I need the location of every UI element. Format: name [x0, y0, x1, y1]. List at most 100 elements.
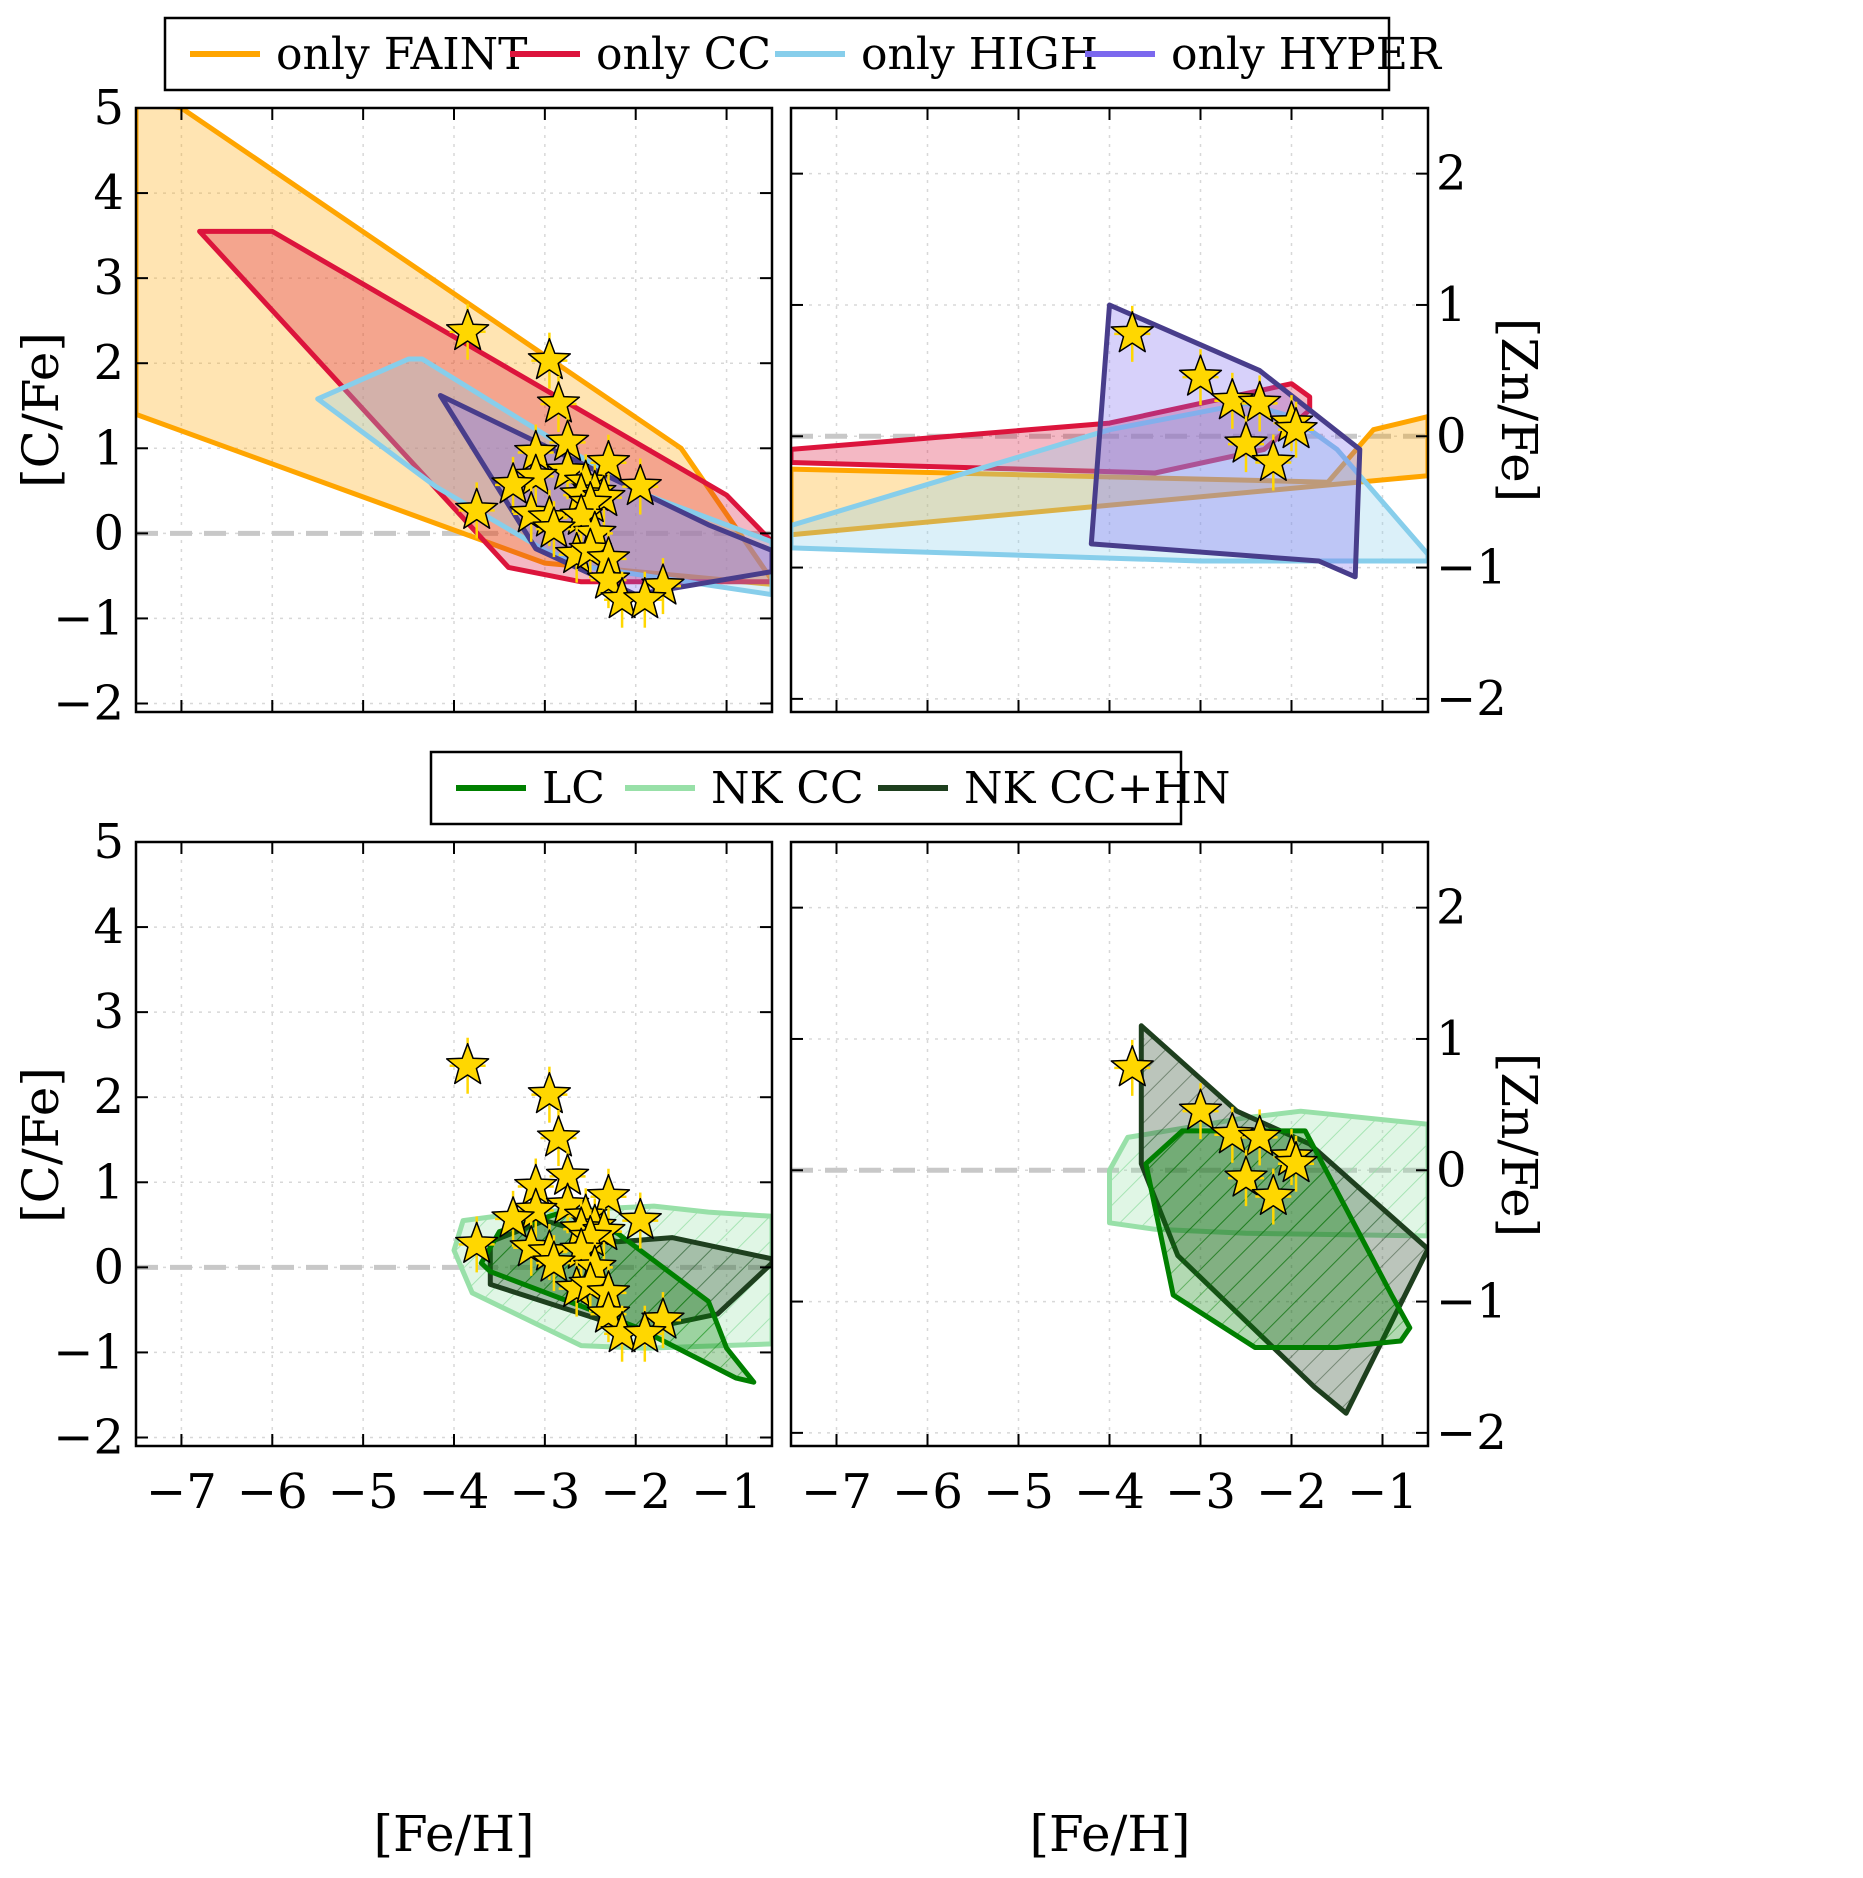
grid	[791, 842, 1428, 1446]
y-tick-label: 0	[1436, 408, 1467, 464]
legend-box	[429, 750, 1183, 826]
y-tick-label: 5	[93, 80, 124, 136]
plot-area	[136, 1037, 772, 1385]
star-point-24	[586, 557, 631, 599]
region-high-outline	[791, 400, 1428, 564]
y-tick-label: 0	[1436, 1142, 1467, 1198]
panel-top-right: 2 1 0 −1 −2	[789, 106, 1507, 727]
star-point-27	[623, 1310, 667, 1353]
star-point-5	[1274, 1140, 1318, 1183]
y-tick-label: 1	[1436, 1011, 1467, 1067]
region-hyper-fill	[1091, 305, 1360, 577]
y-tick-label: 3	[93, 984, 124, 1040]
x-tick-label: −7	[801, 1464, 872, 1520]
y-tick-label: 4	[93, 165, 124, 221]
star-point-6	[1224, 1155, 1268, 1197]
plot-area	[791, 302, 1428, 580]
star-point-6	[1224, 421, 1268, 463]
y-tick-label: 2	[1436, 880, 1467, 936]
x-tick-label: −3	[509, 1464, 580, 1520]
legend-label-lc: LC	[542, 763, 605, 814]
x-tick-label: −3	[1165, 1464, 1236, 1520]
y-tick-label: −1	[53, 590, 124, 646]
y-tick-label: 1	[93, 1154, 124, 1210]
star-point-3	[1237, 380, 1282, 422]
region-faint-fill	[791, 416, 1428, 535]
region-cc-outline	[791, 381, 1313, 476]
x-axis-label: [Fe/H]	[1029, 1805, 1190, 1863]
legend-label-nkcc: NK CC	[711, 763, 864, 814]
star-point-27	[623, 576, 667, 619]
star-point-0	[1110, 1045, 1154, 1087]
star-point-5	[1274, 406, 1318, 449]
x-tick-label: −5	[328, 1464, 399, 1520]
star-point-7	[1251, 439, 1295, 482]
star-point-2	[1210, 378, 1255, 420]
y-tick-label: 3	[93, 250, 124, 306]
x-axis-label: [Fe/H]	[373, 1805, 534, 1863]
region-high-fill	[791, 403, 1428, 561]
star-point-1	[527, 337, 572, 380]
panel-top-left: 5 4 3 2 1 0 −1 −2	[53, 80, 774, 731]
star-point-2	[536, 381, 581, 423]
data-stars	[1110, 305, 1318, 491]
y-tick-label: 1	[93, 420, 124, 476]
star-point-1	[1178, 354, 1223, 396]
region-hyper-outline	[437, 393, 772, 598]
y-tick-label: −2	[1436, 671, 1507, 727]
star-point-1	[527, 1071, 572, 1114]
grid	[791, 108, 1428, 712]
axis-labels: [Fe/H] [Fe/H] [C/Fe] [C/Fe] [Zn/Fe] [Zn/Fe]	[12, 318, 1548, 1863]
y-tick-label: −2	[53, 1409, 124, 1465]
grid	[136, 107, 772, 712]
legend-label-high: only HIGH	[861, 29, 1098, 80]
y-tick-label: 2	[1436, 146, 1467, 202]
star-point-15	[455, 487, 499, 529]
x-tick-label: −2	[600, 1464, 671, 1520]
region-cc-fill	[199, 231, 772, 582]
data-stars	[1110, 1039, 1318, 1225]
star-point-24	[586, 1291, 631, 1333]
star-point-0	[445, 308, 490, 351]
y-tick-label: 2	[93, 335, 124, 391]
x-tick-label: −6	[892, 1464, 963, 1520]
star-point-2	[1210, 1112, 1255, 1154]
panel-bottom-right: −7 −6 −5 −4 −3 −2 −1 2 1 0 −1 −2	[789, 840, 1507, 1520]
y-tick-label: 5	[93, 814, 124, 870]
star-point-2	[536, 1115, 581, 1157]
x-tick-label: −6	[237, 1464, 308, 1520]
x-tick-label: −7	[146, 1464, 217, 1520]
y-tick-label: 0	[93, 505, 124, 561]
star-point-9	[618, 463, 662, 506]
y-tick-label: 4	[93, 899, 124, 955]
y-tick-label: −2	[1436, 1405, 1507, 1461]
y-axis-label-right: [Zn/Fe]	[1490, 1053, 1548, 1237]
x-tick-label: −5	[983, 1464, 1054, 1520]
star-point-0	[445, 1042, 490, 1085]
grid	[136, 841, 772, 1446]
star-point-15	[455, 1221, 499, 1263]
y-tick-label: −1	[1436, 1274, 1507, 1330]
legend-label-faint: only FAINT	[276, 29, 527, 80]
y-axis-label-left: [C/Fe]	[12, 1067, 70, 1223]
region-high-outline	[315, 356, 772, 598]
y-tick-label: −1	[1436, 540, 1507, 596]
data-stars	[445, 303, 685, 628]
legend-label-cc: only CC	[596, 29, 771, 80]
star-point-0	[1110, 311, 1154, 353]
star-point-5	[545, 448, 590, 490]
star-point-8	[586, 1173, 631, 1216]
bottom-legend: LC NK CC NK CC+HN	[429, 750, 1230, 826]
star-point-6	[514, 453, 558, 495]
x-tick-label: −2	[1256, 1464, 1327, 1520]
star-point-19	[532, 1240, 576, 1282]
y-axis-label-right: [Zn/Fe]	[1490, 318, 1548, 502]
star-point-7	[491, 1196, 535, 1238]
top-legend: only FAINT only CC only HIGH only HYPER	[163, 16, 1443, 92]
x-tick-label: −1	[691, 1464, 762, 1520]
plot-area	[136, 108, 772, 628]
star-point-9	[618, 1197, 662, 1240]
x-tick-label: −4	[419, 1464, 490, 1520]
region-lc-hatch	[1145, 1130, 1410, 1348]
